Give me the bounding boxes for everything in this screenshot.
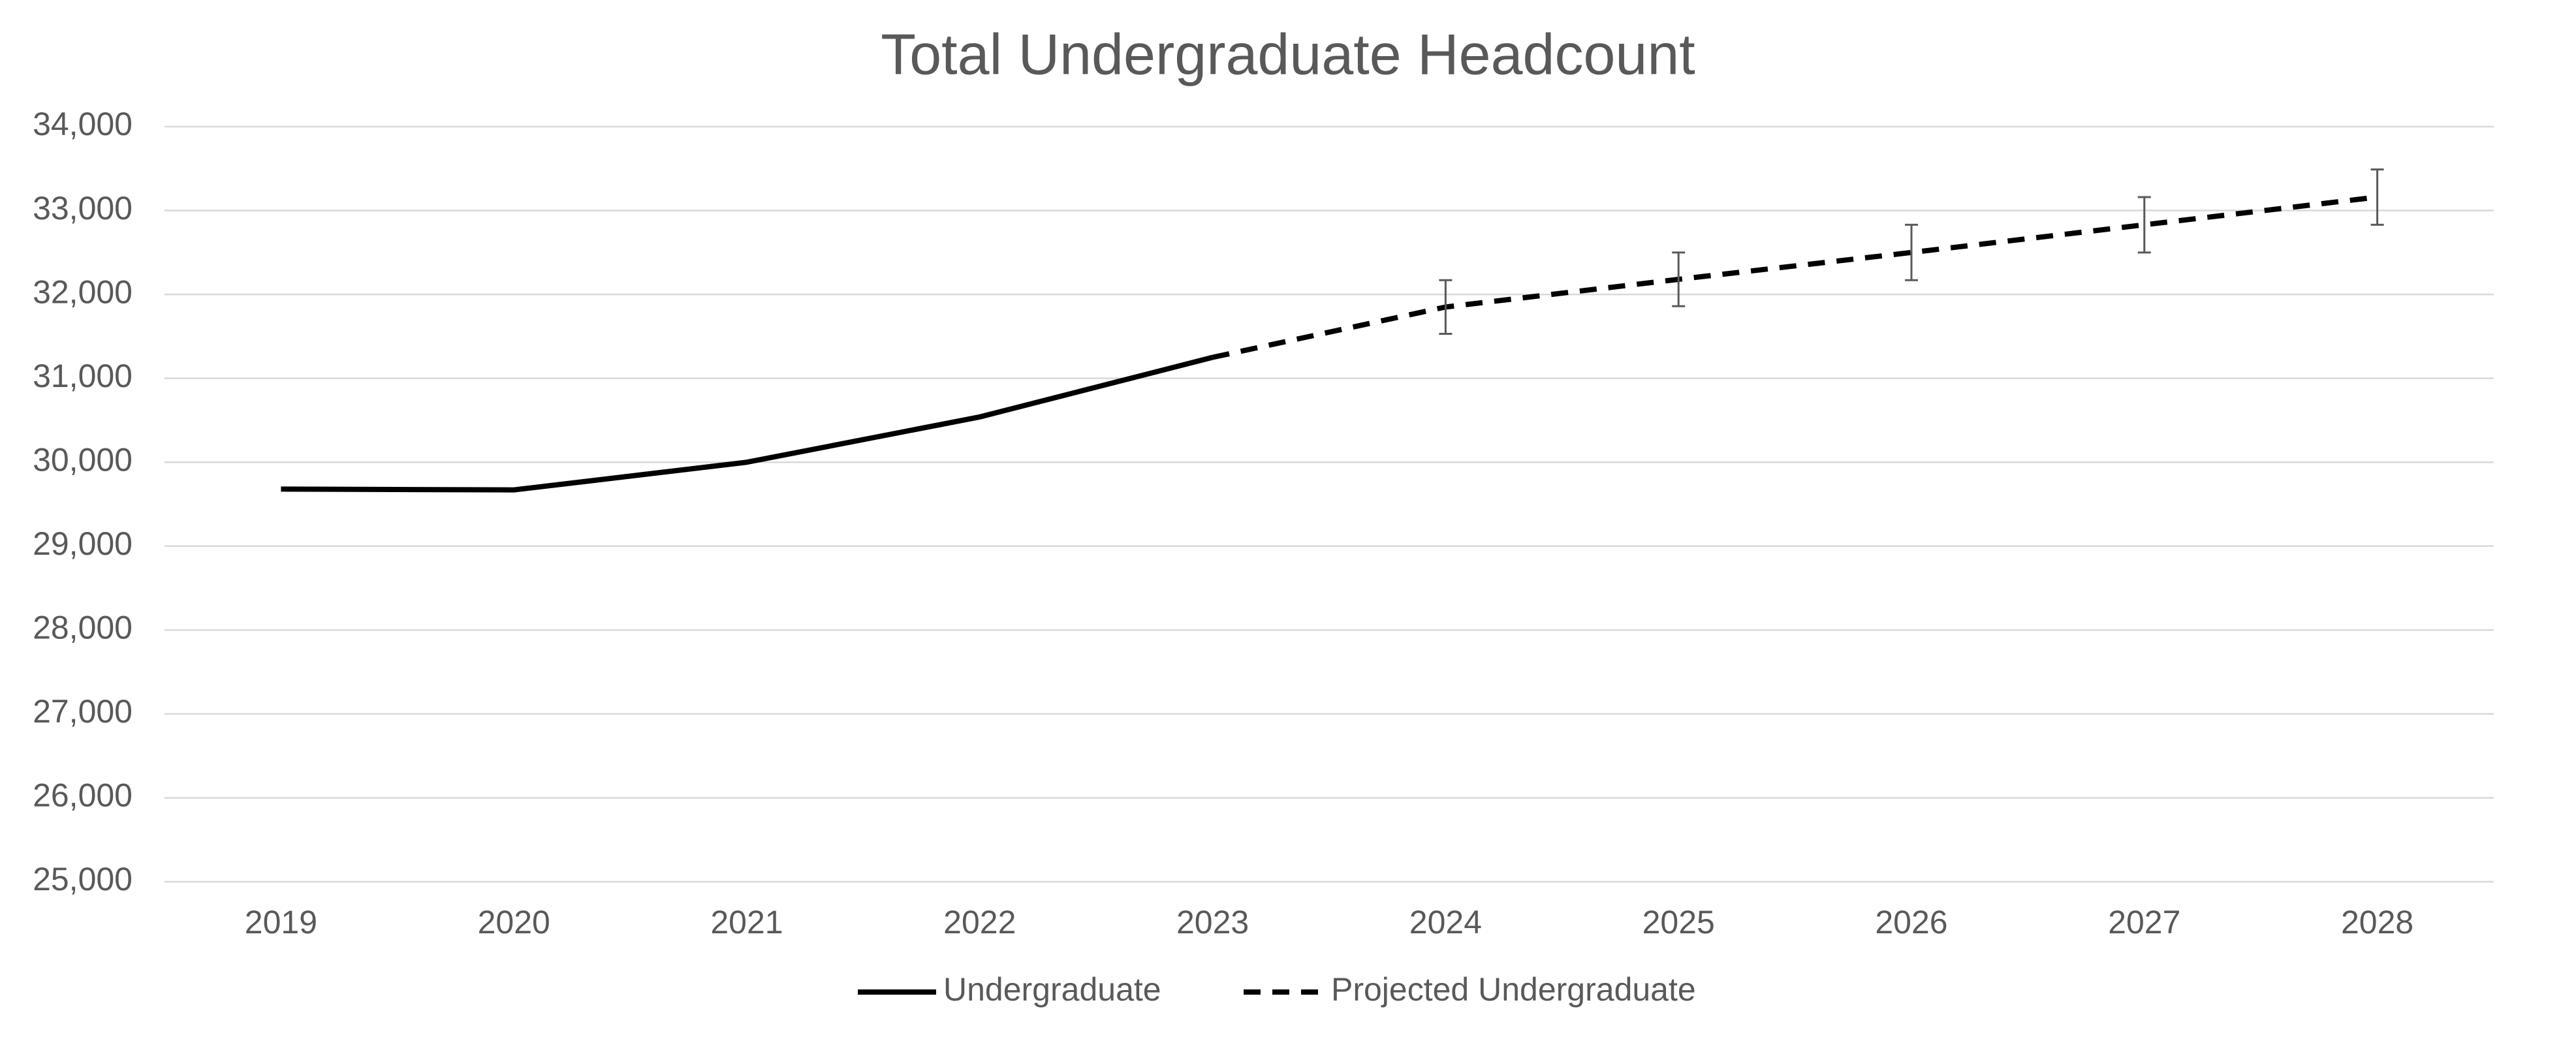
y-tick-label: 26,000 [33, 777, 133, 814]
y-tick-label: 28,000 [33, 610, 133, 646]
x-tick-label: 2023 [1176, 904, 1249, 940]
error-bar [2370, 168, 2384, 226]
y-tick-label: 33,000 [33, 190, 133, 226]
y-tick-label: 31,000 [33, 358, 133, 394]
x-tick-label: 2025 [1642, 904, 1715, 940]
y-tick-label: 30,000 [33, 441, 133, 478]
y-tick-label: 25,000 [33, 861, 133, 897]
line [1212, 194, 2378, 360]
y-tick-label: 29,000 [33, 525, 133, 562]
legend-label: Projected Undergraduate [1331, 971, 1696, 1008]
error-bar [1905, 223, 1918, 281]
y-tick-label: 27,000 [33, 693, 133, 730]
error-bar [1672, 251, 1686, 307]
error-bar [1439, 279, 1453, 335]
error-bar [2137, 196, 2151, 254]
legend-label: Undergraduate [943, 971, 1161, 1008]
x-tick-label: 2022 [943, 904, 1016, 940]
x-tick-label: 2026 [1875, 904, 1947, 940]
y-tick-label: 32,000 [33, 273, 133, 310]
x-tick-label: 2024 [1409, 904, 1482, 940]
y-tick-label: 34,000 [33, 106, 133, 142]
x-tick-label: 2021 [710, 904, 783, 940]
line [281, 354, 1214, 493]
x-tick-label: 2019 [245, 904, 317, 940]
chart-title: Total Undergraduate Headcount [881, 22, 1695, 86]
x-tick-label: 2027 [2108, 904, 2180, 940]
x-tick-label: 2020 [478, 904, 550, 940]
x-tick-label: 2028 [2341, 904, 2413, 940]
